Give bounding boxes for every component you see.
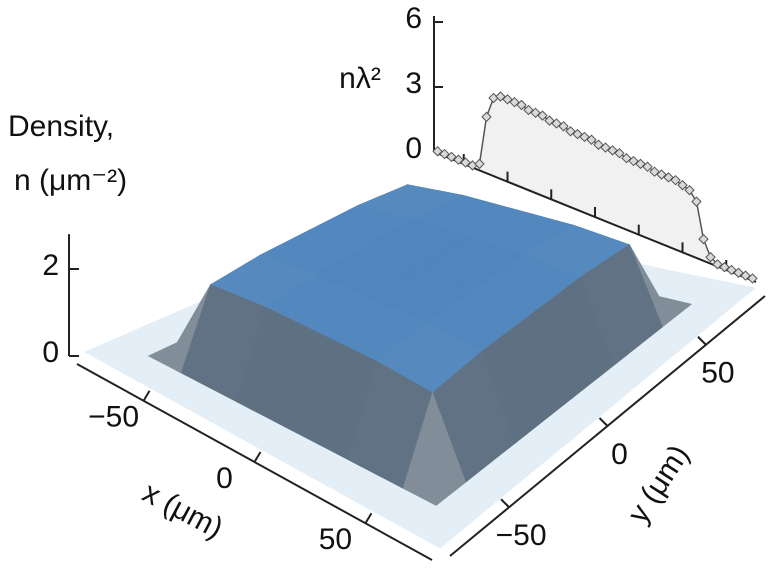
z-tick-label: 0	[42, 336, 59, 369]
inset-marker	[586, 134, 597, 145]
x-tick	[142, 390, 151, 402]
inset-marker	[523, 104, 534, 116]
inset-marker	[670, 174, 681, 186]
inset-y-label: nλ²	[339, 62, 381, 95]
inset-marker	[544, 115, 555, 126]
inset-marker	[635, 158, 646, 170]
inset-marker	[551, 118, 562, 129]
inset-marker	[705, 251, 716, 263]
z-axis-label: Density,	[8, 110, 114, 143]
y-axis-label: y (μm)	[622, 439, 696, 529]
inset-marker	[565, 126, 576, 137]
x-tick-label: 50	[319, 523, 352, 556]
inset-marker	[691, 196, 702, 207]
inset-marker	[628, 155, 639, 167]
inset-line	[437, 95, 753, 280]
inset-marker	[432, 146, 443, 157]
inset-marker	[719, 261, 730, 273]
inset-marker	[740, 270, 751, 281]
inset-marker	[439, 148, 450, 160]
inset-marker	[698, 233, 709, 245]
inset-marker	[593, 139, 604, 150]
inset-marker	[663, 172, 674, 183]
inset-area	[437, 96, 753, 281]
inset-y-tick-label: 6	[405, 2, 422, 35]
x-tick	[364, 512, 373, 524]
inset-marker	[621, 153, 632, 164]
inset-marker	[614, 148, 625, 159]
z-tick-label: 2	[42, 249, 59, 282]
inset-marker	[726, 264, 737, 276]
inset-marker	[509, 96, 520, 108]
inset-marker	[537, 110, 548, 121]
y-tick-label: 0	[611, 438, 628, 471]
inset-marker	[453, 154, 464, 165]
inset-y-tick-label: 3	[405, 67, 422, 100]
y-tick	[598, 417, 609, 427]
y-tick	[697, 336, 707, 346]
inset-marker	[530, 107, 541, 119]
inset-marker	[712, 259, 723, 270]
inset-marker	[747, 273, 758, 284]
inset-marker	[607, 145, 618, 156]
y-tick-label: −50	[496, 519, 547, 552]
inset-marker	[516, 99, 527, 111]
inset-marker	[642, 161, 653, 172]
inset-marker	[733, 267, 744, 278]
x-axis-label: x (μm)	[137, 476, 228, 545]
inset-marker	[656, 169, 667, 180]
inset-marker	[677, 179, 688, 191]
inset-marker	[481, 111, 492, 123]
inset-marker	[474, 158, 485, 170]
x-tick-label: 0	[216, 462, 233, 495]
inset-marker	[502, 94, 513, 105]
inset-marker	[600, 142, 611, 153]
y-tick	[500, 498, 510, 508]
inset-y-tick-label: 0	[405, 132, 422, 165]
inset-marker	[572, 128, 583, 140]
inset-marker	[579, 131, 590, 143]
surface-patch	[405, 505, 471, 549]
inset-marker	[460, 157, 471, 168]
inset-marker	[649, 166, 660, 177]
x-tick	[253, 451, 262, 463]
y-tick-label: 50	[701, 357, 734, 390]
z-axis-label: n (μm⁻²)	[14, 164, 127, 197]
inset-marker	[446, 151, 457, 163]
inset-marker	[495, 91, 506, 102]
inset-marker	[558, 121, 569, 132]
x-tick-label: −50	[88, 401, 139, 434]
inset-marker	[684, 184, 695, 196]
